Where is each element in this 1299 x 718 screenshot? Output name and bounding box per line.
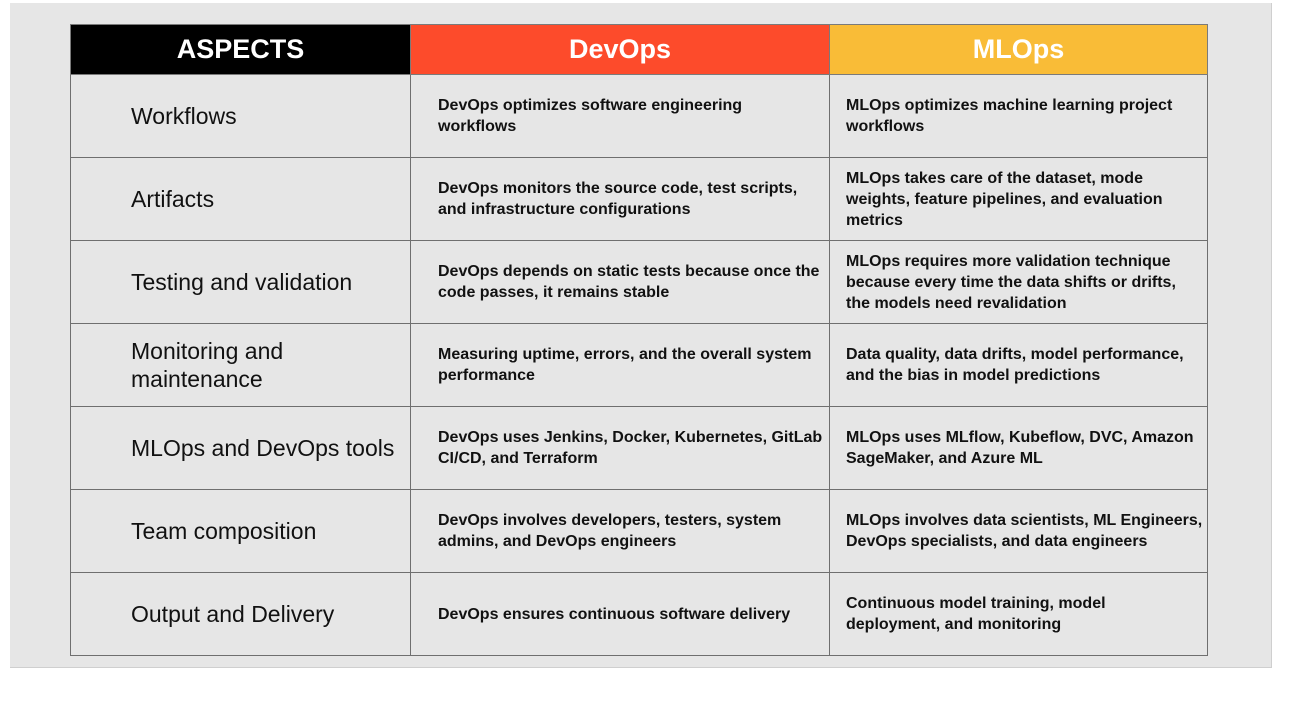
comparison-table: ASPECTS DevOps MLOps Workflows DevOps op… [70,24,1208,656]
devops-cell: DevOps optimizes software engineering wo… [410,74,830,158]
devops-cell: Measuring uptime, errors, and the overal… [410,323,830,407]
aspect-cell: Workflows [70,74,411,158]
devops-header: DevOps [410,24,830,75]
table-row: Artifacts DevOps monitors the source cod… [70,157,1208,241]
devops-cell: DevOps involves developers, testers, sys… [410,489,830,573]
table-row: Testing and validation DevOps depends on… [70,240,1208,324]
table-row: Team composition DevOps involves develop… [70,489,1208,573]
aspect-cell: Monitoring and maintenance [70,323,411,407]
table-row: Workflows DevOps optimizes software engi… [70,74,1208,158]
aspect-cell: Artifacts [70,157,411,241]
aspect-cell: Testing and validation [70,240,411,324]
devops-cell: DevOps monitors the source code, test sc… [410,157,830,241]
devops-cell: DevOps uses Jenkins, Docker, Kubernetes,… [410,406,830,490]
aspect-cell: Output and Delivery [70,572,411,656]
header-row: ASPECTS DevOps MLOps [70,24,1208,75]
table-row: Output and Delivery DevOps ensures conti… [70,572,1208,656]
mlops-header: MLOps [829,24,1208,75]
aspects-header: ASPECTS [70,24,411,75]
mlops-cell: MLOps involves data scientists, ML Engin… [829,489,1208,573]
mlops-cell: Continuous model training, model deploym… [829,572,1208,656]
mlops-cell: MLOps takes care of the dataset, mode we… [829,157,1208,241]
aspect-cell: Team composition [70,489,411,573]
devops-cell: DevOps ensures continuous software deliv… [410,572,830,656]
slide: ASPECTS DevOps MLOps Workflows DevOps op… [10,3,1272,668]
table-row: Monitoring and maintenance Measuring upt… [70,323,1208,407]
table-row: MLOps and DevOps tools DevOps uses Jenki… [70,406,1208,490]
aspect-cell: MLOps and DevOps tools [70,406,411,490]
devops-cell: DevOps depends on static tests because o… [410,240,830,324]
mlops-cell: Data quality, data drifts, model perform… [829,323,1208,407]
mlops-cell: MLOps requires more validation technique… [829,240,1208,324]
mlops-cell: MLOps optimizes machine learning project… [829,74,1208,158]
mlops-cell: MLOps uses MLflow, Kubeflow, DVC, Amazon… [829,406,1208,490]
